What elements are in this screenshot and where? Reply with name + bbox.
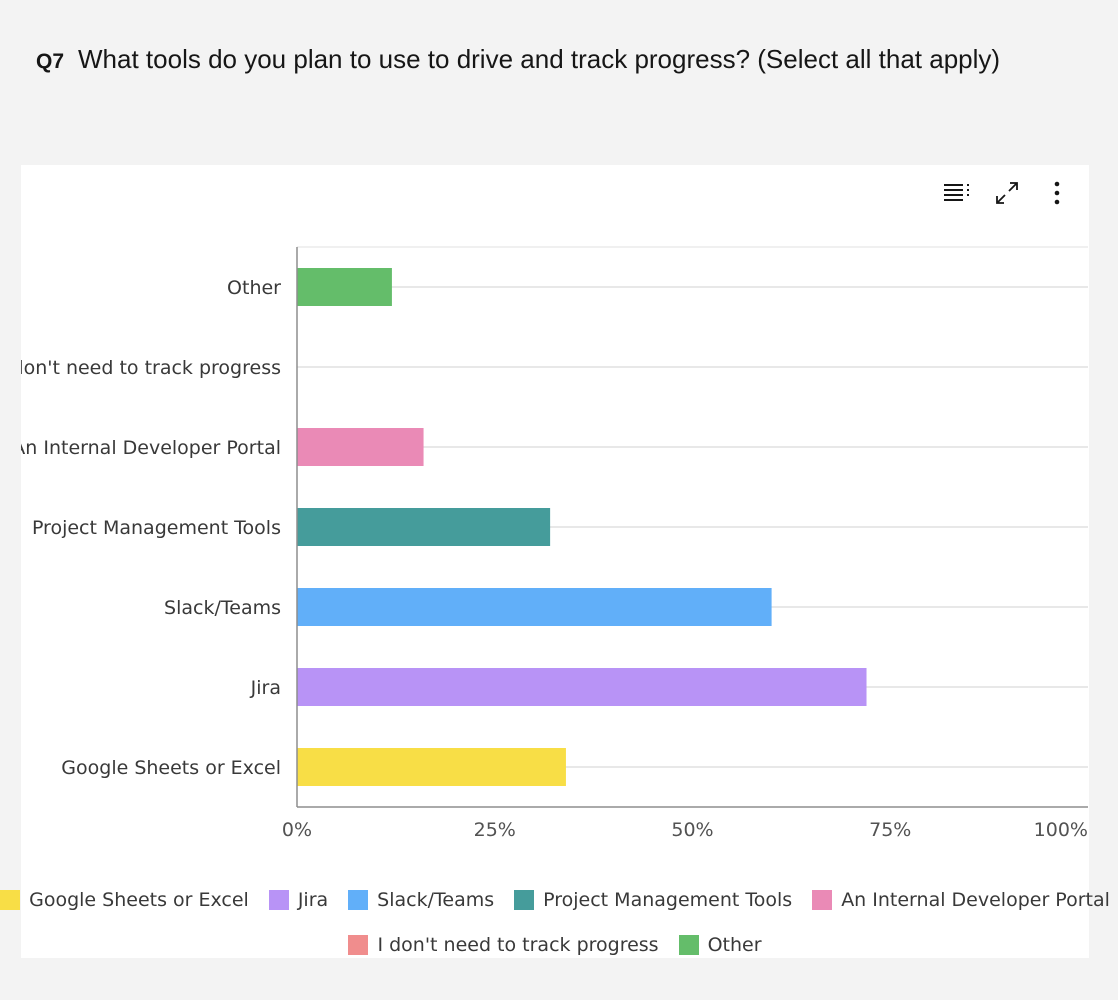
expand-icon [996, 182, 1018, 204]
y-tick-label: I don't need to track progress [21, 357, 281, 379]
y-tick-label: Slack/Teams [164, 597, 281, 619]
legend-swatch [678, 935, 699, 955]
table-view-icon [944, 184, 969, 201]
y-tick-label: An Internal Developer Portal [21, 437, 281, 459]
more-options-icon [1054, 181, 1060, 205]
legend-row: I don't need to track progress Other [21, 928, 1089, 962]
question-number: Q7 [36, 50, 65, 73]
legend-label: Other [707, 934, 762, 956]
question-text: What tools do you plan to use to drive a… [78, 44, 1001, 74]
bar-chart: Google Sheets or Excel Jira Slack/Teams Pro… [21, 246, 1088, 841]
y-tick-label: Other [227, 277, 281, 299]
legend-item[interactable]: Google Sheets or Excel [0, 889, 249, 911]
legend-swatch [0, 890, 21, 910]
legend-label: Project Management Tools [543, 889, 793, 911]
y-tick-label: Google Sheets or Excel [61, 757, 281, 779]
legend-swatch [514, 890, 535, 910]
legend-item[interactable]: Project Management Tools [514, 889, 792, 911]
legend-item[interactable]: Other [678, 934, 762, 956]
x-tick-label: 0% [282, 819, 312, 841]
legend-row: Google Sheets or Excel Jira Slack/Teams Pro… [0, 883, 1110, 917]
bar [297, 668, 867, 706]
legend-label: Slack/Teams [377, 889, 495, 911]
question-heading: Q7 What tools do you plan to use to driv… [36, 44, 1000, 75]
legend-swatch [348, 935, 369, 955]
x-tick-label: 100% [1034, 819, 1088, 841]
legend-item[interactable]: Jira [268, 889, 329, 911]
legend-label: I don't need to track progress [377, 934, 659, 956]
legend-item[interactable]: Slack/Teams [348, 889, 494, 911]
bar [297, 508, 551, 546]
chart-card: Google Sheets or Excel Jira Slack/Teams Pro… [0, 165, 1110, 958]
legend-label: Jira [297, 889, 329, 911]
more-options-button[interactable] [1041, 177, 1073, 209]
legend-item[interactable]: I don't need to track progress [348, 934, 659, 956]
chart-toolbar [941, 177, 1073, 209]
expand-button[interactable] [991, 177, 1023, 209]
y-tick-label: Jira [250, 677, 281, 699]
y-tick-label: Project Management Tools [32, 517, 281, 539]
bar [297, 748, 566, 786]
chart-legend: Google Sheets or Excel Jira Slack/Teams Pro… [0, 883, 1110, 973]
x-tick-label: 25% [474, 819, 516, 841]
legend-swatch [268, 890, 289, 910]
table-view-button[interactable] [941, 177, 973, 209]
x-tick-label: 50% [671, 819, 713, 841]
legend-label: Google Sheets or Excel [29, 889, 249, 911]
legend-label: An Internal Developer Portal [841, 889, 1110, 911]
legend-swatch [348, 890, 369, 910]
legend-swatch [812, 890, 833, 910]
bar [297, 428, 424, 466]
bar [297, 268, 392, 306]
x-tick-label: 75% [869, 819, 911, 841]
legend-item[interactable]: An Internal Developer Portal [812, 889, 1110, 911]
bar [297, 588, 772, 626]
